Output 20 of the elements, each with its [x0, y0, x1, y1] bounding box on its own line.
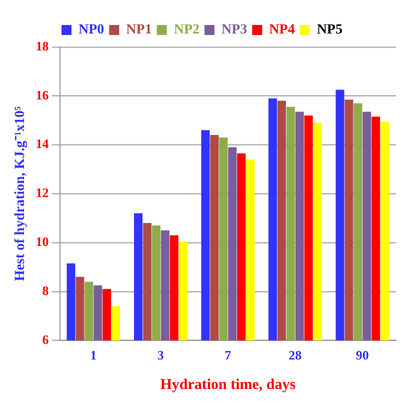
- y-tick-label: 8: [42, 282, 50, 298]
- legend-label: NP1: [126, 22, 152, 38]
- y-axis-title: Hest of hydration, KJ.g⁻¹x10⁵: [13, 106, 28, 282]
- y-tick-label: 10: [36, 234, 49, 249]
- y-tick-label: 14: [36, 136, 50, 152]
- x-tick-label: 1: [90, 348, 97, 363]
- x-tick-label: 3: [157, 348, 164, 363]
- legend-label: NP0: [78, 22, 104, 38]
- legend-label: NP3: [222, 22, 248, 38]
- legend-label: NP5: [316, 22, 342, 38]
- y-tick-label: 18: [36, 38, 50, 54]
- x-tick-label: 28: [288, 348, 302, 363]
- legend-label: NP2: [174, 22, 200, 38]
- x-tick-label: 7: [224, 348, 232, 363]
- y-tick-label: 16: [36, 87, 50, 102]
- x-tick-label: 90: [356, 348, 369, 363]
- x-axis-title: Hydration time, days: [160, 376, 296, 393]
- y-tick-label: 6: [42, 332, 50, 347]
- y-tick-label: 12: [36, 185, 49, 200]
- legend-label: NP4: [269, 22, 295, 38]
